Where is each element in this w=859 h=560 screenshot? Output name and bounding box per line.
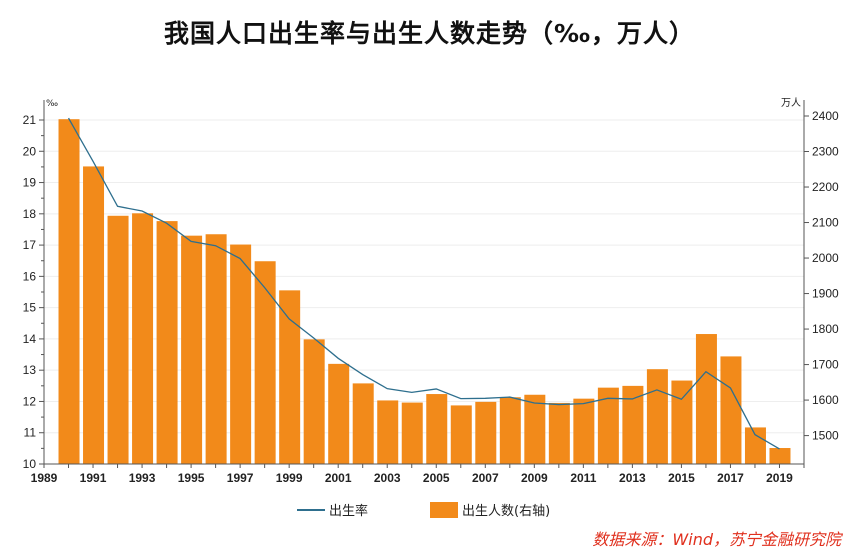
bar-births-2012 [597, 387, 619, 464]
right-tick-label: 1600 [812, 393, 839, 407]
bar-births-2017 [720, 356, 742, 464]
x-tick-label: 2005 [423, 471, 450, 485]
bar-births-2000 [303, 339, 325, 464]
left-tick-label: 14 [23, 332, 37, 346]
bar-births-1990 [58, 119, 80, 464]
x-tick-label: 1997 [227, 471, 254, 485]
right-axis-unit: 万人 [781, 97, 801, 109]
line-birth-rate [67, 117, 780, 450]
bar-births-2001 [328, 363, 350, 464]
bar-births-2004 [401, 402, 423, 464]
bar-births-1998 [254, 261, 276, 464]
left-tick-label: 21 [23, 113, 37, 127]
x-tick-label: 2007 [472, 471, 499, 485]
legend-line-icon [297, 508, 325, 511]
left-tick-label: 19 [23, 176, 37, 190]
right-tick-label: 1500 [812, 429, 839, 443]
bar-births-2010 [548, 402, 570, 464]
bar-births-1993 [132, 213, 154, 464]
left-tick-label: 16 [23, 269, 37, 283]
right-tick-label: 2400 [812, 109, 839, 123]
legend-label: 出生人数(右轴) [462, 504, 551, 519]
bar-births-1999 [279, 290, 301, 464]
left-tick-label: 18 [23, 207, 37, 221]
source-note: 数据来源：Wind，苏宁金融研究院 [592, 530, 841, 549]
bar-births-2011 [573, 398, 595, 464]
left-tick-label: 15 [23, 301, 37, 315]
x-tick-label: 2001 [325, 471, 352, 485]
bar-births-2018 [744, 427, 766, 464]
x-tick-label: 2015 [668, 471, 695, 485]
bar-births-2009 [524, 394, 546, 464]
x-tick-label: 2009 [521, 471, 548, 485]
legend-label: 出生率 [329, 504, 369, 519]
right-tick-label: 2200 [812, 180, 839, 194]
right-tick-label: 1700 [812, 358, 839, 372]
bar-births-1996 [205, 234, 227, 464]
bar-births-2006 [450, 405, 472, 464]
bar-births-1991 [83, 166, 105, 464]
bar-births-2007 [475, 401, 497, 464]
left-tick-label: 13 [23, 363, 37, 377]
bar-births-2008 [499, 397, 521, 464]
x-tick-label: 1989 [31, 471, 58, 485]
bar-births-2019 [769, 448, 791, 464]
bar-births-2014 [646, 369, 668, 464]
x-tick-label: 2011 [570, 471, 596, 485]
left-tick-label: 11 [24, 426, 37, 440]
bar-births-2002 [352, 383, 374, 464]
left-tick-label: 17 [23, 238, 37, 252]
bar-births-1994 [156, 221, 178, 464]
bar-births-2005 [426, 394, 448, 464]
right-tick-label: 2300 [812, 145, 839, 159]
bar-births-2003 [377, 400, 399, 464]
left-tick-label: 10 [23, 457, 37, 471]
right-tick-label: 2100 [812, 216, 839, 230]
x-tick-label: 2017 [717, 471, 744, 485]
bar-births-2016 [695, 334, 717, 464]
x-tick-label: 1993 [129, 471, 156, 485]
legend-item-birth-rate: 出生率 [297, 500, 368, 519]
x-tick-label: 1991 [80, 471, 107, 485]
left-tick-label: 12 [23, 394, 37, 408]
legend-item-births: 出生人数(右轴) [430, 500, 550, 519]
bar-births-1997 [230, 244, 252, 464]
right-tick-label: 1900 [812, 287, 839, 301]
legend-box-icon [430, 501, 458, 518]
x-tick-label: 2003 [374, 471, 401, 485]
right-tick-label: 2000 [812, 251, 839, 265]
x-tick-label: 2019 [766, 471, 793, 485]
bar-births-2013 [622, 385, 644, 464]
bar-births-1992 [107, 215, 129, 464]
bar-births-2015 [671, 380, 693, 464]
x-tick-label: 2013 [619, 471, 646, 485]
bar-births-1995 [181, 235, 203, 464]
left-tick-label: 20 [23, 144, 37, 158]
right-tick-label: 1800 [812, 322, 839, 336]
left-axis-unit: ‰ [46, 99, 58, 109]
x-tick-label: 1999 [276, 471, 303, 485]
chart-title: 我国人口出生率与出生人数走势（‰，万人） [163, 19, 695, 48]
x-tick-label: 1995 [178, 471, 205, 485]
